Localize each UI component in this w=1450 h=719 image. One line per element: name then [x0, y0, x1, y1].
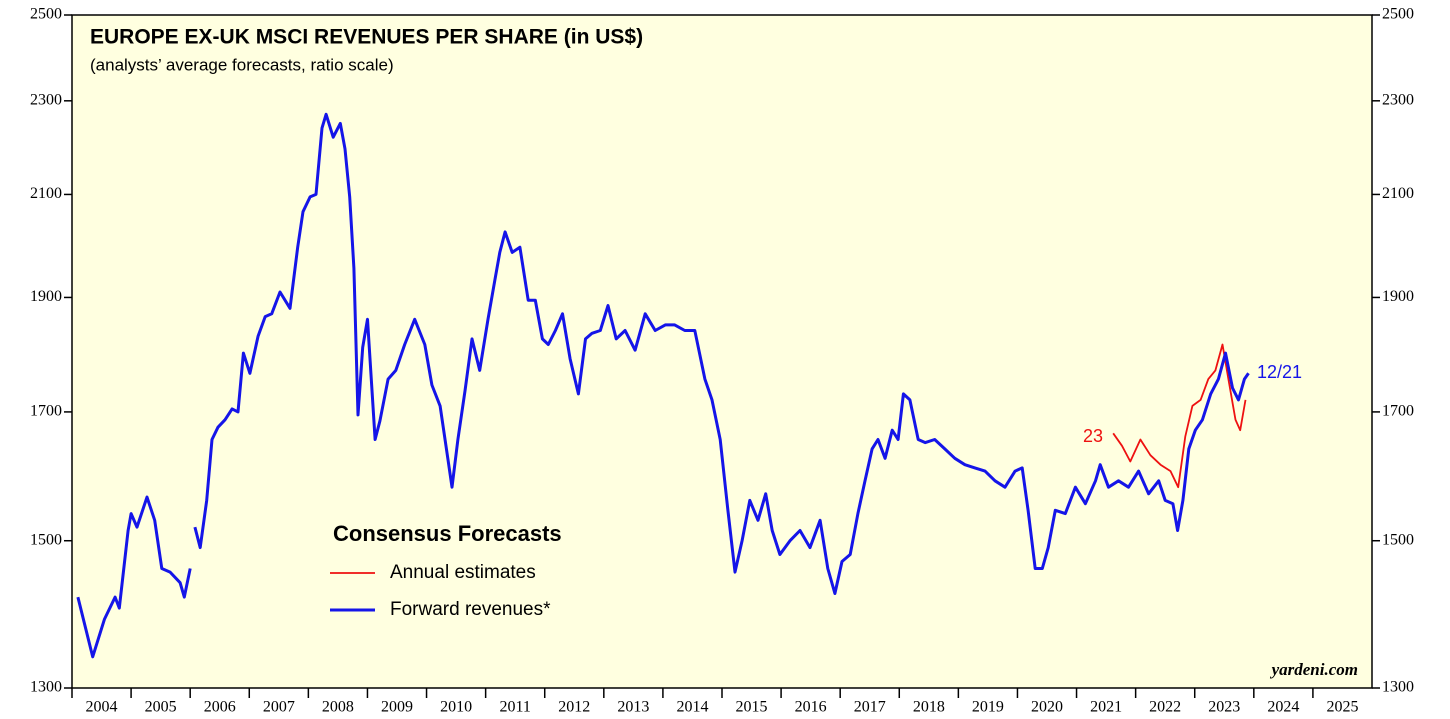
chart-title: EUROPE EX-UK MSCI REVENUES PER SHARE (in… [90, 26, 643, 49]
y-tick-label: 1300 [30, 679, 62, 696]
legend-title: Consensus Forecasts [333, 521, 562, 546]
y2-tick-label: 1500 [1382, 531, 1414, 548]
y-tick-label: 1500 [30, 531, 62, 548]
plot-area [71, 14, 1373, 689]
x-tick-label: 2016 [795, 699, 827, 716]
y-tick-label: 1900 [30, 288, 62, 305]
series-line [1112, 343, 1247, 489]
chart-subtitle: (analysts’ average forecasts, ratio scal… [90, 55, 394, 74]
x-tick-label: 2004 [86, 699, 118, 716]
y2-tick-label: 2100 [1382, 185, 1414, 202]
x-tick-label: 2017 [854, 699, 886, 716]
y-tick-label: 2500 [30, 6, 62, 23]
x-tick-label: 2008 [322, 699, 354, 716]
y-tick-label: 2100 [30, 185, 62, 202]
estimate-label: 23 [1083, 426, 1103, 446]
y-tick-label: 2300 [30, 91, 62, 108]
series-line [76, 112, 1250, 659]
legend-label: Forward revenues* [390, 599, 551, 620]
x-tick-label: 2011 [499, 699, 530, 716]
x-tick-label: 2025 [1326, 699, 1358, 716]
y2-tick-label: 1700 [1382, 403, 1414, 420]
x-tick-label: 2023 [1208, 699, 1240, 716]
x-tick-label: 2006 [204, 699, 236, 716]
y2-tick-label: 2300 [1382, 91, 1414, 108]
x-tick-label: 2024 [1267, 699, 1299, 716]
x-tick-label: 2015 [736, 699, 768, 716]
x-tick-label: 2021 [1090, 699, 1122, 716]
legend-label: Annual estimates [390, 562, 536, 583]
x-tick-label: 2022 [1149, 699, 1181, 716]
y2-tick-label: 2500 [1382, 6, 1414, 23]
x-tick-label: 2010 [440, 699, 472, 716]
y2-tick-label: 1300 [1382, 679, 1414, 696]
x-tick-label: 2009 [381, 699, 413, 716]
x-tick-label: 2019 [972, 699, 1004, 716]
x-tick-label: 2020 [1031, 699, 1063, 716]
x-tick-label: 2005 [145, 699, 177, 716]
x-tick-label: 2013 [617, 699, 649, 716]
last-date-label: 12/21 [1257, 362, 1302, 382]
x-tick-label: 2007 [263, 699, 295, 716]
x-tick-label: 2012 [558, 699, 590, 716]
source: yardeni.com [1270, 660, 1358, 679]
y-tick-label: 1700 [30, 403, 62, 420]
x-tick-label: 2014 [676, 699, 708, 716]
y2-tick-label: 1900 [1382, 288, 1414, 305]
x-tick-label: 2018 [913, 699, 945, 716]
